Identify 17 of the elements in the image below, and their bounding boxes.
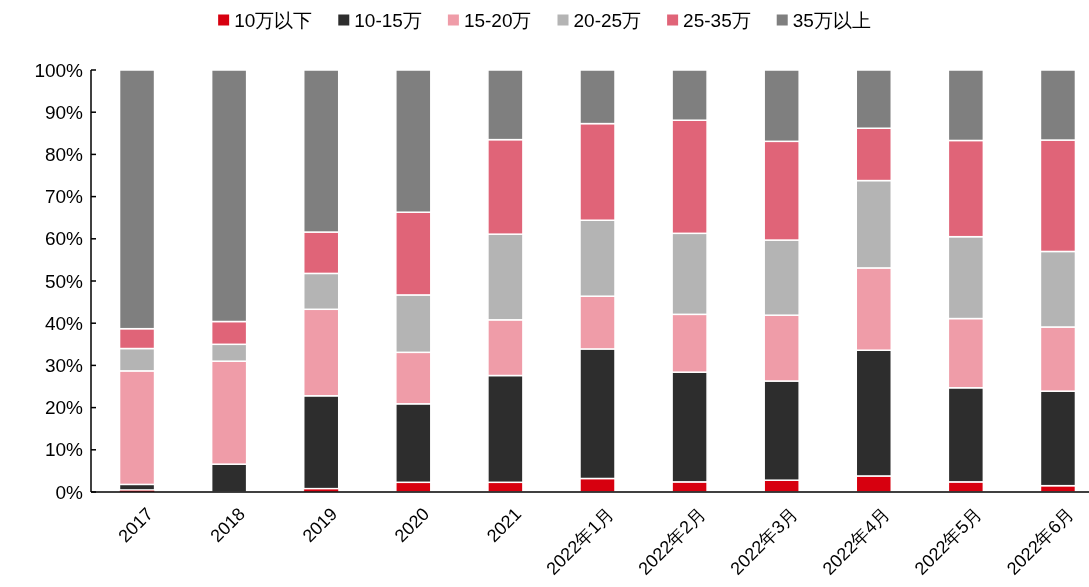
y-tick-label: 20% [44, 397, 84, 419]
y-tick-label: 30% [44, 354, 84, 376]
y-tick-label: 60% [44, 228, 84, 250]
legend-label: 25-35万 [683, 9, 751, 31]
legend-label: 20-25万 [573, 9, 642, 31]
y-tick-label: 40% [44, 312, 84, 334]
y-tick-label: 90% [44, 101, 84, 123]
legend-label: 10-15万 [354, 9, 422, 31]
y-tick-label: 10% [44, 439, 84, 461]
legend-label: 35万以上 [792, 9, 871, 31]
y-tick-label: 80% [44, 143, 84, 165]
legend-label: 15-20万 [463, 9, 532, 31]
y-tick-label: 50% [44, 270, 84, 292]
y-tick-label: 100% [34, 59, 84, 81]
y-tick-label: 70% [44, 186, 84, 208]
y-tick-label: 0% [55, 481, 84, 503]
legend-label: 10万以下 [234, 9, 313, 31]
